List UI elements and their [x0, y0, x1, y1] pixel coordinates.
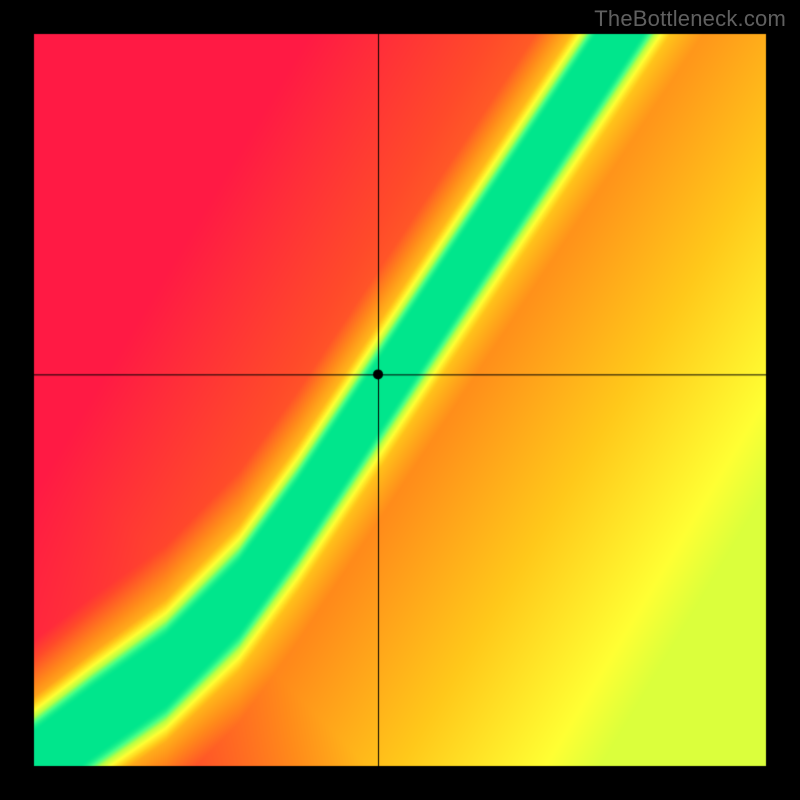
chart-container: TheBottleneck.com [0, 0, 800, 800]
heatmap-canvas [0, 0, 800, 800]
watermark-text: TheBottleneck.com [594, 6, 786, 32]
